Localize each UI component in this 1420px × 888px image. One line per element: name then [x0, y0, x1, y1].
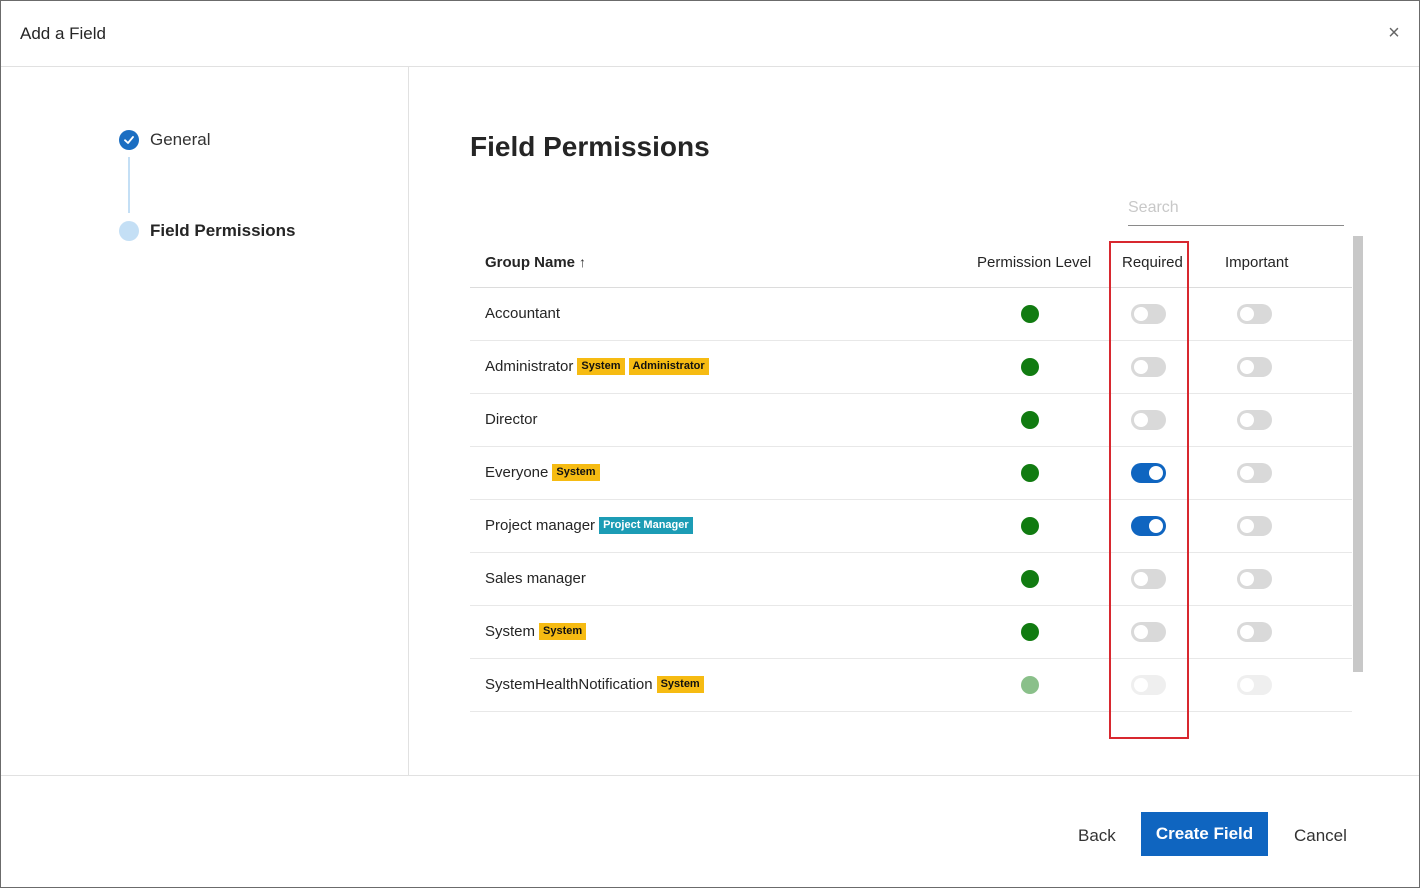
step-field-permissions[interactable]: Field Permissions — [119, 221, 296, 241]
required-toggle — [1131, 675, 1166, 695]
important-toggle[interactable] — [1237, 304, 1272, 324]
page-title: Field Permissions — [470, 131, 710, 162]
group-name: Everyone — [485, 464, 549, 481]
group-name: Project manager — [485, 517, 596, 534]
group-name: Director — [485, 411, 538, 428]
permissions-table: Group Name ↑ Permission Level Required Im… — [470, 235, 1352, 712]
table-scrollbar[interactable] — [1353, 236, 1363, 672]
required-toggle[interactable] — [1131, 516, 1166, 536]
required-toggle[interactable] — [1131, 463, 1166, 483]
permission-level-indicator[interactable] — [1021, 358, 1039, 376]
required-toggle[interactable] — [1131, 569, 1166, 589]
column-permission-level: Permission Level — [977, 254, 1092, 271]
project-manager-badge: Project Manager — [599, 517, 693, 534]
group-name-cell: Sales manager — [485, 570, 586, 587]
table-row: Director — [470, 394, 1352, 447]
permission-level-indicator[interactable] — [1021, 305, 1039, 323]
back-button[interactable]: Back — [1078, 826, 1116, 845]
table-header: Group Name ↑ Permission Level Required Im… — [470, 235, 1352, 288]
dialog-header: Add a Field × — [1, 1, 1419, 67]
cancel-button[interactable]: Cancel — [1294, 826, 1347, 845]
permission-level-indicator[interactable] — [1021, 623, 1039, 641]
table-row: Administrator System Administrator — [470, 341, 1352, 394]
required-toggle[interactable] — [1131, 304, 1166, 324]
group-name: Accountant — [485, 305, 561, 322]
important-toggle[interactable] — [1237, 357, 1272, 377]
important-toggle[interactable] — [1237, 463, 1272, 483]
create-field-button[interactable]: Create Field — [1141, 812, 1268, 856]
system-badge: System — [539, 623, 587, 640]
system-badge: System — [552, 464, 600, 481]
table-row: Project manager Project Manager — [470, 500, 1352, 553]
main-panel: Field Permissions Group Name↑ Permission… — [410, 67, 1419, 775]
table-row: SystemHealthNotification System — [470, 659, 1352, 712]
dialog-title: Add a Field — [20, 24, 106, 43]
group-name: System — [485, 623, 536, 640]
column-label: Group Name — [485, 254, 576, 271]
important-toggle[interactable] — [1237, 622, 1272, 642]
important-toggle[interactable] — [1237, 569, 1272, 589]
table-row: System System — [470, 606, 1352, 659]
permission-level-indicator[interactable] — [1021, 411, 1039, 429]
sort-ascending-icon[interactable]: ↑ — [579, 254, 587, 270]
table-row: Accountant — [470, 288, 1352, 341]
close-icon[interactable]: × — [1388, 22, 1400, 44]
administrator-badge: Administrator — [628, 358, 709, 375]
column-required: Required — [1122, 254, 1183, 271]
group-name: SystemHealthNotification — [485, 676, 653, 693]
permission-level-indicator[interactable] — [1021, 517, 1039, 535]
permission-level-indicator[interactable] — [1021, 464, 1039, 482]
important-toggle — [1237, 675, 1272, 695]
group-name-cell: Everyone System — [485, 464, 600, 481]
check-icon — [119, 130, 139, 150]
system-badge: System — [656, 676, 704, 693]
important-toggle[interactable] — [1237, 410, 1272, 430]
search-input[interactable] — [1128, 191, 1344, 226]
step-label: Field Permissions — [150, 221, 296, 240]
required-toggle[interactable] — [1131, 622, 1166, 642]
group-name-cell: Director — [485, 411, 538, 428]
step-label: General — [150, 130, 211, 149]
group-name-cell: Accountant — [485, 305, 560, 322]
table-row: Sales manager — [470, 553, 1352, 606]
required-toggle[interactable] — [1131, 357, 1166, 377]
wizard-steps: General Field Permissions — [1, 67, 409, 775]
important-toggle[interactable] — [1237, 516, 1272, 536]
group-name-cell: System System — [485, 623, 587, 640]
table-row: Everyone System — [470, 447, 1352, 500]
column-important: Important — [1225, 254, 1289, 271]
step-general[interactable]: General — [119, 130, 210, 150]
group-name-cell: Project manager Project Manager — [485, 517, 693, 534]
current-step-icon — [119, 221, 139, 241]
permission-level-indicator[interactable] — [1021, 570, 1039, 588]
dialog-footer: Back Create Field Cancel — [1, 775, 1419, 887]
permission-level-indicator — [1021, 676, 1039, 694]
group-name: Sales manager — [485, 570, 586, 587]
step-connector — [128, 157, 130, 213]
column-group-name[interactable]: Group Name ↑ — [485, 254, 586, 271]
group-name: Administrator — [485, 358, 574, 375]
group-name-cell: SystemHealthNotification System — [485, 676, 704, 693]
group-name-cell: Administrator System Administrator — [485, 358, 709, 375]
required-toggle[interactable] — [1131, 410, 1166, 430]
system-badge: System — [577, 358, 625, 375]
